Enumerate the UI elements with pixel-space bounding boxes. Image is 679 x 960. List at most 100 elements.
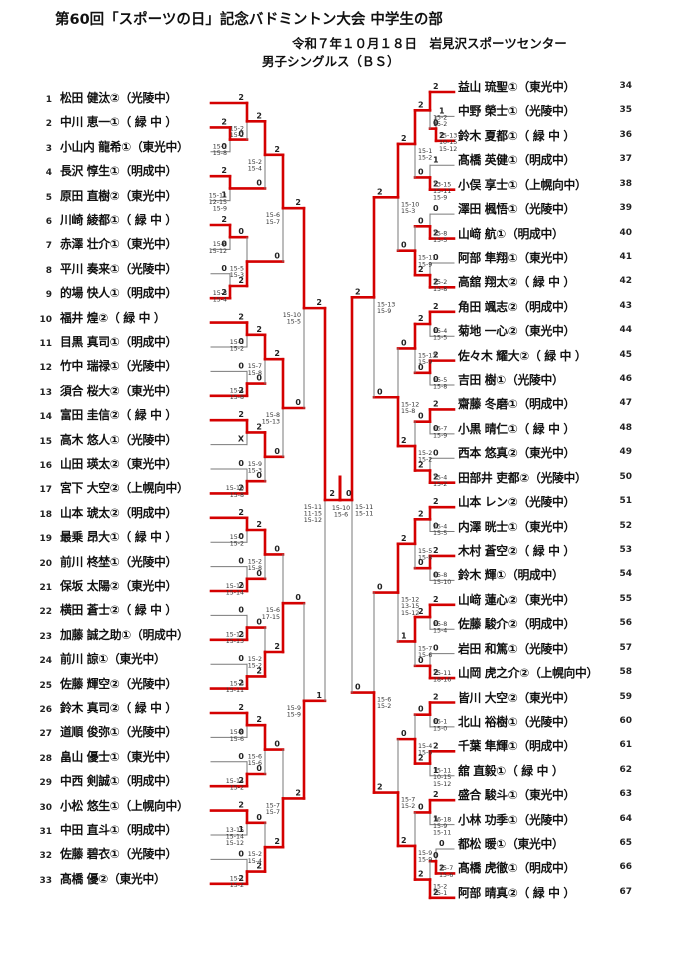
score-label: 0 (221, 239, 227, 248)
score-label: 15-7 (266, 809, 280, 816)
score-label: 15-12 (226, 840, 244, 847)
player-row: 27 道順 俊弥①（光陵中） (36, 723, 177, 739)
score-label: 0 (433, 253, 439, 262)
seed-number: 17 (39, 485, 52, 496)
player-row: 31 中田 直斗①（明成中） (36, 821, 177, 837)
player-name: 富田 圭信②（ 緑 中 ） (60, 408, 177, 423)
score-label: 15-14 (226, 833, 244, 840)
score-label: 2 (221, 117, 227, 126)
seed-number: 54 (619, 569, 632, 580)
score-label: 0 (256, 374, 262, 383)
player-row: 8 平川 奏来①（光陵中） (36, 260, 178, 276)
score-label: 18-16 (433, 676, 451, 683)
player-row: 24 前川 諒①（東光中） (36, 650, 165, 666)
player-row: 中野 榮士①（光陵中） 35 (458, 102, 632, 118)
player-name: 千葉 隼輝①（明成中） (458, 739, 575, 754)
seed-number: 63 (619, 789, 632, 800)
seed-number: 48 (619, 422, 632, 433)
score-label: 15-1 (433, 719, 447, 726)
player-name: 竹中 瑞禄①（光陵中） (60, 359, 177, 374)
player-row: 11 目黒 真司①（明成中） (36, 333, 177, 349)
player-name: 須合 桜大②（東光中） (60, 383, 177, 398)
player-name: 木村 蒼空②（ 緑 中 ） (458, 543, 575, 558)
player-name: 中西 剣誠①（明成中） (60, 774, 177, 789)
score-label: 2 (238, 581, 244, 590)
score-label: 0 (295, 593, 301, 602)
player-row: 32 佐藤 碧衣①（光陵中） (36, 845, 177, 861)
score-label: 0 (238, 654, 244, 663)
score-label: 2 (256, 422, 262, 431)
score-label: 2 (401, 534, 407, 543)
score-label: 0 (401, 729, 407, 738)
player-row: 山岡 虎之介②（上幌向中） 58 (458, 664, 632, 680)
player-name: 前川 諒①（東光中） (60, 652, 166, 667)
player-row: 皆川 大空②（東光中） 59 (458, 689, 632, 705)
seed-number: 9 (45, 290, 52, 301)
player-row: 山﨑 蓮心②（東光中） 55 (458, 591, 632, 607)
score-label: 0 (238, 532, 244, 541)
seed-number: 46 (619, 374, 632, 385)
score-label: 15-1 (433, 890, 447, 897)
player-row: 北山 裕樹①（光陵中） 60 (458, 713, 632, 729)
score-label: 11-15 (304, 511, 322, 518)
page-title: 第60回「スポーツの日」記念バドミントン大会 中学生の部 (55, 12, 443, 28)
player-name: 的場 快人①（明成中） (60, 286, 177, 301)
score-label: 0 (433, 570, 439, 579)
player-row: 内澤 晄士①（東光中） 52 (458, 518, 632, 534)
player-row: 木村 蒼空②（ 緑 中 ） 53 (458, 542, 632, 558)
score-label: 15-9 (418, 261, 432, 268)
player-row: 小黒 晴仁①（ 緑 中 ） 48 (458, 420, 632, 436)
player-name: 髙橋 英健①（明成中） (458, 153, 575, 168)
score-label: 0 (238, 337, 244, 346)
player-row: 佐々木 耀大②（ 緑 中 ） 45 (458, 347, 632, 363)
player-name: 長沢 惇生①（明成中） (60, 164, 177, 179)
seed-number: 12 (39, 363, 52, 374)
player-name: 加藤 誠之助①（明成中） (60, 627, 189, 642)
score-label: 15-5 (287, 319, 301, 326)
player-name: 鈴木 真司②（ 緑 中 ） (60, 701, 177, 715)
score-label: 2 (238, 483, 244, 492)
score-label: 0 (439, 839, 445, 848)
score-label: 2 (418, 754, 424, 763)
score-label: 2 (238, 93, 244, 102)
seed-number: 21 (39, 583, 52, 593)
score-label: 2 (433, 277, 439, 286)
score-label: 0 (401, 241, 407, 250)
score-label: 2 (238, 630, 244, 639)
score-label: 15-2 (433, 121, 447, 128)
seed-number: 32 (39, 851, 52, 862)
seed-number: 53 (619, 544, 632, 555)
seed-number: 8 (45, 265, 52, 276)
score-label: 2 (377, 187, 383, 196)
score-label: 0 (418, 363, 424, 372)
score-label: 15-7 (248, 363, 262, 370)
score-label: 2 (433, 497, 439, 506)
seed-number: 38 (619, 178, 632, 189)
score-label: 2 (238, 776, 244, 785)
score-label: 2 (433, 302, 439, 311)
player-name: 吉田 樹①（光陵中） (458, 373, 564, 388)
score-label: 15-13 (226, 638, 244, 645)
score-label: 15-5 (433, 237, 447, 244)
score-label: 2 (355, 287, 361, 296)
score-label: 0 (256, 569, 262, 578)
score-label: 15-8 (230, 394, 244, 401)
score-label: 15-2 (401, 803, 415, 810)
score-label: 0 (418, 216, 424, 225)
score-label: 2 (418, 100, 424, 109)
score-label: 15-9 (418, 359, 432, 366)
score-label: 15-14 (226, 589, 244, 596)
player-row: 9 的場 快人①（明成中） (36, 284, 178, 301)
score-label: 15-1 (213, 144, 227, 151)
player-row: 舘 直毅①（ 緑 中 ） 62 (458, 762, 632, 778)
seed-number: 55 (619, 593, 632, 604)
score-label: 0 (433, 326, 439, 335)
seed-number: 58 (619, 667, 632, 678)
player-name: 山田 瑛太②（東光中） (60, 457, 177, 471)
player-name: 鈴木 輝①（明成中） (458, 568, 564, 583)
player-row: 鈴木 夏都①（ 緑 中 ） 36 (458, 127, 632, 143)
score-label: 15-5 (433, 530, 447, 537)
score-label: 10-15 (433, 774, 451, 781)
seed-number: 47 (619, 398, 632, 409)
score-label: 2 (433, 595, 439, 604)
